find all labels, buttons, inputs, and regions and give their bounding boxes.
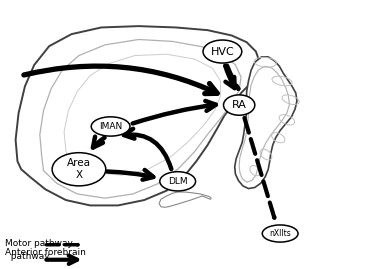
- Ellipse shape: [262, 225, 298, 242]
- Polygon shape: [235, 57, 297, 189]
- Text: lMAN: lMAN: [99, 122, 122, 131]
- Ellipse shape: [203, 40, 242, 63]
- Text: Anterior forebrain: Anterior forebrain: [5, 248, 86, 257]
- Ellipse shape: [52, 153, 106, 186]
- FancyArrowPatch shape: [245, 118, 275, 218]
- Text: Area
X: Area X: [67, 158, 91, 180]
- Polygon shape: [16, 26, 260, 206]
- Text: nXIIts: nXIIts: [269, 229, 291, 238]
- Text: pathway: pathway: [5, 252, 50, 261]
- Text: HVC: HVC: [211, 47, 234, 56]
- Ellipse shape: [91, 117, 130, 136]
- Text: Motor pathway: Motor pathway: [5, 239, 73, 248]
- FancyArrowPatch shape: [227, 66, 239, 89]
- Text: RA: RA: [232, 100, 246, 110]
- Ellipse shape: [224, 95, 255, 115]
- Ellipse shape: [160, 172, 196, 191]
- Text: DLM: DLM: [168, 177, 187, 186]
